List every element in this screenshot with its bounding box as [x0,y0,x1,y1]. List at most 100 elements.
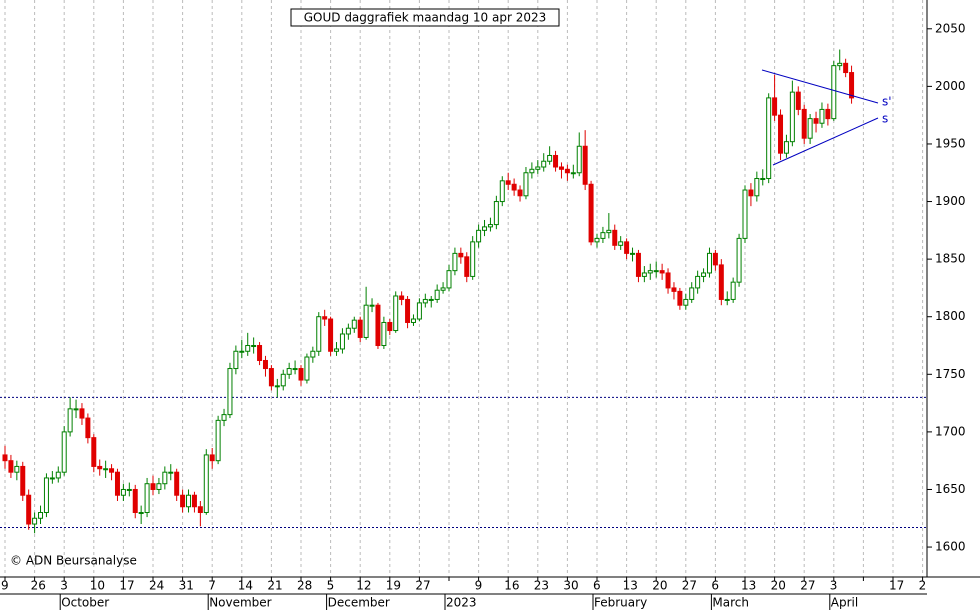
grid [0,0,932,581]
candle-body [298,368,304,381]
candle-body [783,141,789,154]
candle-body [564,168,570,174]
trend-line [772,117,879,166]
y-tick-label: 1650 [935,482,966,496]
candle-body [582,145,588,185]
candle-body [73,408,79,411]
candle-body [529,168,535,174]
candle-body [701,272,707,277]
candle-body [322,316,328,320]
y-tick-label: 1900 [935,194,966,208]
candle-body [375,304,381,347]
candle-body [677,290,683,306]
x-tick-label: 3 [830,579,838,593]
candle-body [766,97,772,180]
candle-body [831,65,837,120]
candle-body [689,287,695,300]
candle-body [772,97,778,116]
y-tick-label: 2000 [935,79,966,93]
candle-body [38,512,44,519]
candle-body [541,160,547,168]
x-tick-label: 20 [771,579,786,593]
x-tick-label: 17 [119,579,134,593]
candle-body [61,431,67,473]
candle-body [168,471,174,474]
candle-body [339,333,345,350]
candle-body [730,281,736,300]
candle-body [126,488,132,491]
x-tick-label: 6 [711,579,719,593]
candle-body [748,189,754,197]
candle-body [505,180,511,185]
candle-body [594,237,600,243]
candle-body [736,237,742,283]
candle-body [712,252,718,266]
x-tick-label: 16 [504,579,519,593]
x-tick-label: 19 [386,579,401,593]
candle-body [405,298,411,323]
candle-body [553,154,559,168]
month-label: October [61,596,109,610]
x-tick-label: 13 [741,579,756,593]
candle-body [659,270,665,274]
candle-body [8,460,14,473]
candle-body [310,350,316,358]
candle-body [434,289,440,300]
candle-body [665,272,671,289]
candle-body [351,319,357,329]
candle-body [186,494,192,508]
candle-body [114,471,120,496]
candle-body [109,468,115,473]
candle-body [410,318,416,323]
candle-body [653,270,659,273]
candle-body [156,483,162,490]
candle-body [280,373,286,387]
month-label: March [712,596,749,610]
x-tick-label: 2 [919,579,927,593]
candle-body [363,304,369,338]
candle-body [606,229,612,234]
candle-body [55,471,61,479]
x-tick-label: 3 [60,579,68,593]
x-tick-label: 5 [327,579,335,593]
candle-body [97,465,103,470]
candle-body [558,166,564,170]
candle-body [91,437,97,467]
candle-body [144,483,150,514]
candle-body [813,118,819,124]
candle-body [316,316,322,352]
candle-body [304,356,310,381]
candle-body [79,408,85,419]
trend-line [761,69,879,104]
candle-body [239,350,245,353]
candle-body [464,256,470,277]
candle-body [150,483,156,490]
candle-body [369,304,375,307]
candle-body [570,172,576,175]
candle-body [328,318,334,352]
candle-body [191,494,197,508]
candle-body [778,114,784,154]
candle-body [511,183,517,191]
candle-body [26,494,32,525]
candle-body [2,454,8,462]
x-tick-label: 24 [149,579,164,593]
month-label: November [209,596,271,610]
y-tick-label: 2050 [935,21,966,35]
candle-body [671,287,677,292]
candle-body [789,91,795,143]
candle-body [647,270,653,274]
y-tick-label: 1950 [935,136,966,150]
copyright: © ADN Beursanalyse [10,554,137,568]
candle-body [440,287,446,291]
candle-body [641,272,647,277]
candle-body [724,298,730,301]
x-tick-label: 27 [682,579,697,593]
candle-body [393,295,399,332]
x-tick-label: 20 [652,579,667,593]
candle-body [470,241,476,277]
candle-body [49,477,55,480]
candle-body [268,368,274,387]
